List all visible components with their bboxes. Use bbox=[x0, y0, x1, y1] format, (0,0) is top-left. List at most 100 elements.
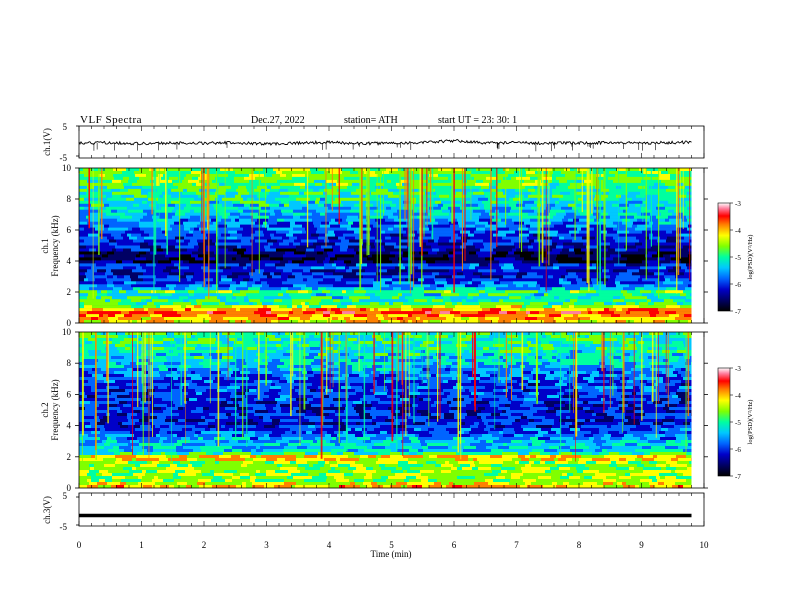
spectrogram-cell bbox=[475, 356, 488, 360]
spectrogram-cell bbox=[559, 236, 564, 240]
spectrogram-cell bbox=[229, 245, 237, 249]
spectrogram-cell bbox=[247, 188, 254, 193]
spectrogram-cell bbox=[361, 347, 373, 351]
spectrogram-cell bbox=[284, 356, 292, 360]
spectrogram-cell bbox=[626, 311, 630, 315]
spectrogram-cell bbox=[453, 263, 463, 267]
spectrogram-cell bbox=[97, 293, 107, 297]
spectrogram-cell bbox=[489, 317, 499, 321]
spectrogram-cell bbox=[320, 212, 325, 216]
spectrogram-cell bbox=[616, 308, 622, 312]
sferic-streak bbox=[325, 168, 327, 247]
spectrogram-cell bbox=[664, 338, 674, 342]
spectrogram-cell bbox=[547, 200, 555, 205]
spectrogram-cell bbox=[659, 221, 671, 225]
spectrogram-cell bbox=[216, 245, 229, 249]
spectrogram-cell bbox=[166, 266, 178, 270]
spectrogram-cell bbox=[137, 236, 144, 240]
spectrogram-cell bbox=[374, 209, 385, 213]
spectrogram-cell bbox=[297, 344, 302, 348]
spectrogram-cell bbox=[101, 287, 109, 291]
spectrogram-cell bbox=[473, 296, 481, 300]
spectrogram-cell bbox=[389, 374, 398, 378]
spectrogram-cell bbox=[448, 332, 452, 336]
spectrogram-cell bbox=[591, 296, 596, 300]
spectrogram-cell bbox=[570, 299, 577, 303]
spectrogram-cell bbox=[469, 275, 480, 279]
spectrogram-cell bbox=[340, 185, 347, 190]
spectrogram-cell bbox=[206, 338, 216, 342]
spectrogram-cell bbox=[330, 171, 342, 175]
spectrogram-cell bbox=[531, 341, 535, 345]
spectrogram-cell bbox=[312, 263, 324, 267]
spectrogram-cell bbox=[94, 272, 105, 276]
spectrogram-cell bbox=[546, 272, 555, 276]
spectrogram-cell bbox=[494, 272, 504, 276]
spectrogram-cell bbox=[201, 347, 211, 351]
spectrogram-cell bbox=[284, 362, 296, 366]
spectrogram-cell bbox=[467, 179, 476, 184]
spectrogram-cell bbox=[350, 174, 360, 178]
spectrogram-cell bbox=[496, 188, 502, 193]
spectrogram-cell bbox=[233, 168, 240, 172]
spectrogram-cell bbox=[136, 206, 148, 211]
spectrogram-cell bbox=[348, 200, 361, 205]
spectrogram-cell bbox=[101, 356, 107, 360]
spectrogram-cell bbox=[570, 182, 576, 187]
spectrogram-cell bbox=[466, 311, 472, 315]
spectrogram-cell bbox=[160, 212, 168, 216]
spectrogram-cell bbox=[417, 215, 421, 219]
spectrogram-cell bbox=[685, 287, 692, 291]
spectrogram-cell bbox=[308, 200, 315, 205]
spectrogram-cell bbox=[671, 356, 679, 360]
spectrogram-cell bbox=[153, 368, 159, 372]
spectrogram-cell bbox=[388, 314, 398, 318]
spectrogram-cell bbox=[441, 200, 449, 205]
spectrogram-cell bbox=[563, 242, 574, 246]
spectrogram-cell bbox=[385, 281, 392, 285]
spectrogram-cell bbox=[121, 305, 131, 309]
spectrogram-cell bbox=[358, 302, 370, 306]
spectrogram-cell bbox=[686, 296, 692, 300]
spectrogram-cell bbox=[241, 239, 250, 243]
spectrogram-cell bbox=[210, 365, 222, 369]
spectrogram-cell bbox=[195, 347, 201, 351]
spectrogram-cell bbox=[443, 299, 451, 303]
spectrogram-cell bbox=[449, 239, 456, 243]
spectrogram-cell bbox=[355, 311, 363, 315]
spectrogram-cell bbox=[200, 218, 211, 222]
spectrogram-cell bbox=[325, 197, 335, 202]
spectrogram-cell bbox=[565, 275, 578, 279]
sferic-streak bbox=[410, 168, 413, 275]
spectrogram-cell bbox=[622, 188, 627, 193]
spectrogram-cell bbox=[307, 371, 313, 375]
spectrogram-cell bbox=[322, 362, 328, 366]
spectrogram-cell bbox=[510, 368, 516, 372]
spectrogram-cell bbox=[392, 356, 396, 360]
spectrogram-cell bbox=[129, 176, 139, 181]
spectrogram-cell bbox=[518, 251, 525, 255]
spectrogram-cell bbox=[155, 224, 165, 228]
spectrogram-cell bbox=[370, 248, 375, 252]
spectrogram-cell bbox=[493, 260, 499, 264]
spectrogram-cell bbox=[577, 233, 586, 237]
spectrogram-cell bbox=[552, 179, 559, 184]
spectrogram-cell bbox=[398, 191, 404, 196]
spectrogram-cell bbox=[350, 314, 354, 318]
spectrogram-cell bbox=[638, 341, 644, 345]
spectrogram-cell bbox=[172, 179, 182, 184]
spectrogram-cell bbox=[416, 263, 423, 267]
spectrogram-cell bbox=[641, 179, 654, 184]
sferic-streak bbox=[537, 168, 539, 242]
spectrogram-cell bbox=[446, 317, 454, 321]
spectrogram-cell bbox=[335, 269, 346, 273]
spectrogram-cell bbox=[424, 287, 436, 291]
spectrogram-cell bbox=[509, 168, 520, 172]
spectrogram-cell bbox=[338, 221, 348, 225]
spectrogram-cell bbox=[328, 254, 335, 258]
spectrogram-cell bbox=[173, 302, 180, 306]
spectrogram-cell bbox=[101, 368, 107, 372]
spectrogram-cell bbox=[185, 371, 191, 375]
spectrogram-cell bbox=[594, 218, 599, 222]
spectrogram-cell bbox=[473, 191, 484, 196]
